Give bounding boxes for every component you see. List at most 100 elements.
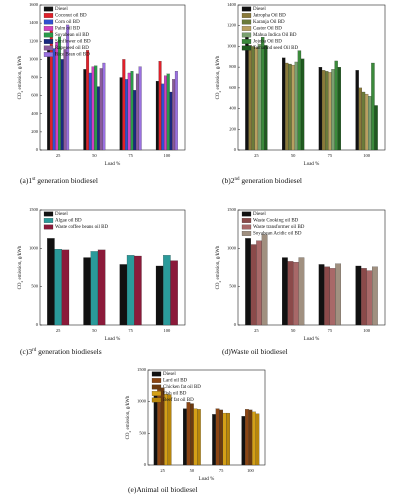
- bar: [54, 249, 62, 326]
- y-axis-label: CO2 emission, g/kWh: [216, 55, 222, 99]
- caption-part: 1: [28, 176, 32, 185]
- caption-label: (e): [128, 485, 137, 494]
- legend-label: Tamarind seed Oil BD: [253, 46, 298, 51]
- y-tick-label: 1500: [227, 207, 237, 212]
- bar: [94, 65, 98, 151]
- x-tick-label: 100: [164, 153, 172, 158]
- legend-swatch: [43, 39, 54, 44]
- y-axis-label: CO2 emission, g/kWh: [18, 55, 24, 99]
- bar: [324, 266, 330, 326]
- legend-label: Jatropha Oil BD: [253, 14, 286, 19]
- bar: [366, 270, 373, 326]
- bar: [190, 403, 194, 466]
- bar: [155, 265, 164, 326]
- legend-label: Jojoba Oil BD: [253, 40, 282, 45]
- y-tick-label: 0: [144, 462, 147, 467]
- bar: [97, 249, 106, 326]
- bar: [102, 62, 106, 151]
- legend-swatch: [241, 39, 252, 44]
- legend-swatch: [241, 218, 252, 223]
- bar: [329, 268, 336, 326]
- legend-swatch: [43, 6, 54, 12]
- bar: [321, 70, 326, 151]
- bar: [47, 238, 55, 326]
- y-tick-label: 600: [31, 93, 39, 98]
- bar: [361, 268, 367, 326]
- caption-part: Waste oil biodiesel: [231, 347, 288, 356]
- x-axis-label: Load %: [304, 337, 320, 342]
- y-axis-label: CO2 emission, g/kWh: [18, 245, 24, 289]
- bar: [255, 413, 260, 466]
- bar: [250, 244, 257, 326]
- caption-part: Animal oil biodiesel: [136, 485, 197, 494]
- x-tick-label: 25: [160, 468, 165, 473]
- caption-part: generation biodiesels: [36, 347, 101, 356]
- y-tick-label: 1000: [227, 245, 237, 250]
- bar: [282, 257, 288, 326]
- bar: [61, 249, 70, 326]
- bar: [261, 234, 268, 326]
- bar: [361, 91, 366, 151]
- bar: [91, 66, 95, 151]
- y-tick-label: 400: [229, 106, 237, 111]
- legend-label: Diesel: [253, 212, 266, 217]
- caption: (d)Waste oil biodiesel: [222, 347, 288, 356]
- y-tick-label: 800: [229, 64, 237, 69]
- bar: [63, 49, 67, 151]
- legend-label: Diesel: [253, 7, 266, 12]
- bar: [125, 79, 129, 151]
- legend-label: Algae oil BD: [55, 219, 82, 224]
- x-axis-label: Load %: [105, 162, 121, 167]
- bar: [126, 255, 135, 326]
- bar: [282, 57, 286, 151]
- y-tick-label: 1200: [227, 23, 237, 28]
- caption-part: rd: [32, 348, 37, 353]
- bar: [119, 77, 123, 151]
- bar: [170, 260, 178, 326]
- bar: [215, 408, 220, 466]
- bar: [197, 409, 201, 466]
- y-tick-label: 1000: [29, 56, 39, 61]
- legend-label: Soyabean Acidic oil BD: [253, 232, 302, 237]
- legend-swatch: [241, 224, 252, 230]
- plot-frame: [237, 209, 386, 326]
- bar: [99, 68, 103, 151]
- caption: (a)1st generation biodiesel: [20, 176, 98, 185]
- bar: [328, 72, 332, 151]
- legend-swatch: [151, 391, 162, 396]
- bar: [166, 73, 170, 151]
- legend-swatch: [43, 13, 54, 18]
- x-tick-label: 25: [56, 153, 61, 158]
- legend-label: Diesel: [163, 372, 176, 377]
- x-tick-label: 50: [291, 153, 296, 158]
- legend-label: Corn oil BD: [55, 20, 80, 25]
- x-tick-label: 25: [56, 328, 61, 333]
- plot-frame: [237, 4, 386, 151]
- bar: [245, 238, 251, 326]
- x-axis-label: Load %: [304, 162, 320, 167]
- legend-label: Waste coffee beans oil BD: [55, 225, 108, 230]
- y-tick-label: 600: [229, 85, 237, 90]
- bar: [248, 409, 253, 466]
- x-tick-label: 50: [291, 328, 296, 333]
- x-tick-label: 50: [190, 468, 195, 473]
- caption-label: (a): [20, 176, 29, 185]
- y-tick-label: 1200: [29, 38, 39, 43]
- y-tick-label: 1500: [29, 207, 39, 212]
- legend-swatch: [241, 13, 252, 18]
- bar: [155, 81, 159, 151]
- bar: [355, 70, 359, 151]
- bar: [55, 42, 59, 151]
- legend-swatch: [43, 26, 54, 31]
- bar: [291, 64, 295, 151]
- bar: [287, 261, 294, 326]
- x-tick-label: 75: [128, 328, 133, 333]
- legend-swatch: [43, 211, 54, 217]
- bar: [337, 67, 342, 151]
- y-axis-label-part: CO: [18, 282, 23, 289]
- legend-label: Castor Oil BD: [253, 27, 282, 32]
- y-axis-label: CO2 emission, g/kWh: [126, 395, 132, 439]
- bar: [167, 394, 172, 466]
- legend-swatch: [151, 371, 162, 377]
- bar: [335, 263, 342, 326]
